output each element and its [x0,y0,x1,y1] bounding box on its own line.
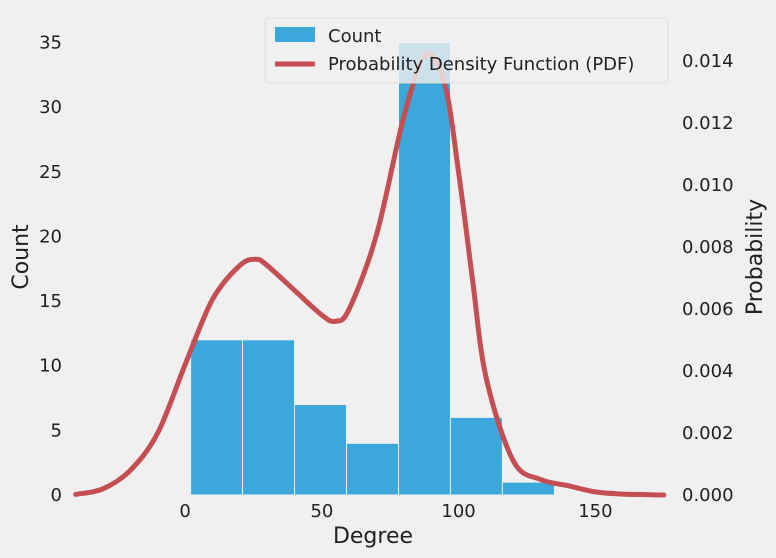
legend-label-pdf: Probability Density Function (PDF) [328,54,634,75]
y2-axis-label: Probability [743,199,768,315]
y-tick-label: 0 [51,485,62,506]
y-tick-label: 10 [39,356,62,377]
legend-label-count: Count [328,26,381,47]
y-tick-label: 5 [51,420,62,441]
y2-tick-labels: 0.000 0.002 0.004 0.006 0.008 0.010 0.012 0.014 [682,51,734,506]
count-bars [190,42,555,496]
y2-tick-label: 0.014 [682,51,734,72]
histogram-bar [449,416,503,496]
y2-tick-label: 0.000 [682,485,734,506]
x-tick-label: 0 [179,501,190,522]
histogram-bar [242,339,295,496]
y-tick-label: 35 [39,33,62,54]
histogram-bar [294,404,347,496]
y-tick-labels: 0 5 10 15 20 25 30 35 [39,33,62,507]
y2-tick-label: 0.012 [682,113,734,134]
y2-tick-label: 0.010 [682,175,734,196]
histogram-bar [501,481,555,496]
x-tick-label: 50 [310,501,333,522]
x-tick-labels: 0 50 100 150 [179,501,612,522]
y2-tick-label: 0.002 [682,423,734,444]
y2-tick-label: 0.008 [682,237,734,258]
legend-swatch-count [275,27,315,42]
legend: Count Probability Density Function (PDF) [264,17,669,84]
y-tick-label: 20 [39,226,62,247]
x-tick-label: 100 [441,501,475,522]
y-axis-label: Count [9,224,34,290]
x-axis-label: Degree [333,524,413,549]
histogram-bar [190,339,244,496]
y-tick-label: 30 [39,97,62,118]
histogram-bar [346,442,399,496]
y2-tick-label: 0.004 [682,361,734,382]
y-tick-label: 25 [39,162,62,183]
y-tick-label: 15 [39,291,62,312]
y2-tick-label: 0.006 [682,299,734,320]
pdf-line [73,51,667,498]
legend-box [264,17,669,84]
histogram-bar [398,42,451,496]
x-tick-label: 150 [578,501,612,522]
